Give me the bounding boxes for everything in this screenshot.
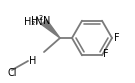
Text: Cl: Cl (7, 68, 16, 78)
Text: H: H (29, 56, 36, 66)
Text: 2: 2 (39, 15, 43, 21)
Text: N: N (43, 16, 50, 26)
Polygon shape (42, 20, 60, 38)
Text: H: H (31, 16, 38, 26)
Text: H₂N: H₂N (24, 17, 43, 27)
Text: F: F (103, 49, 109, 59)
Text: F: F (114, 33, 120, 43)
